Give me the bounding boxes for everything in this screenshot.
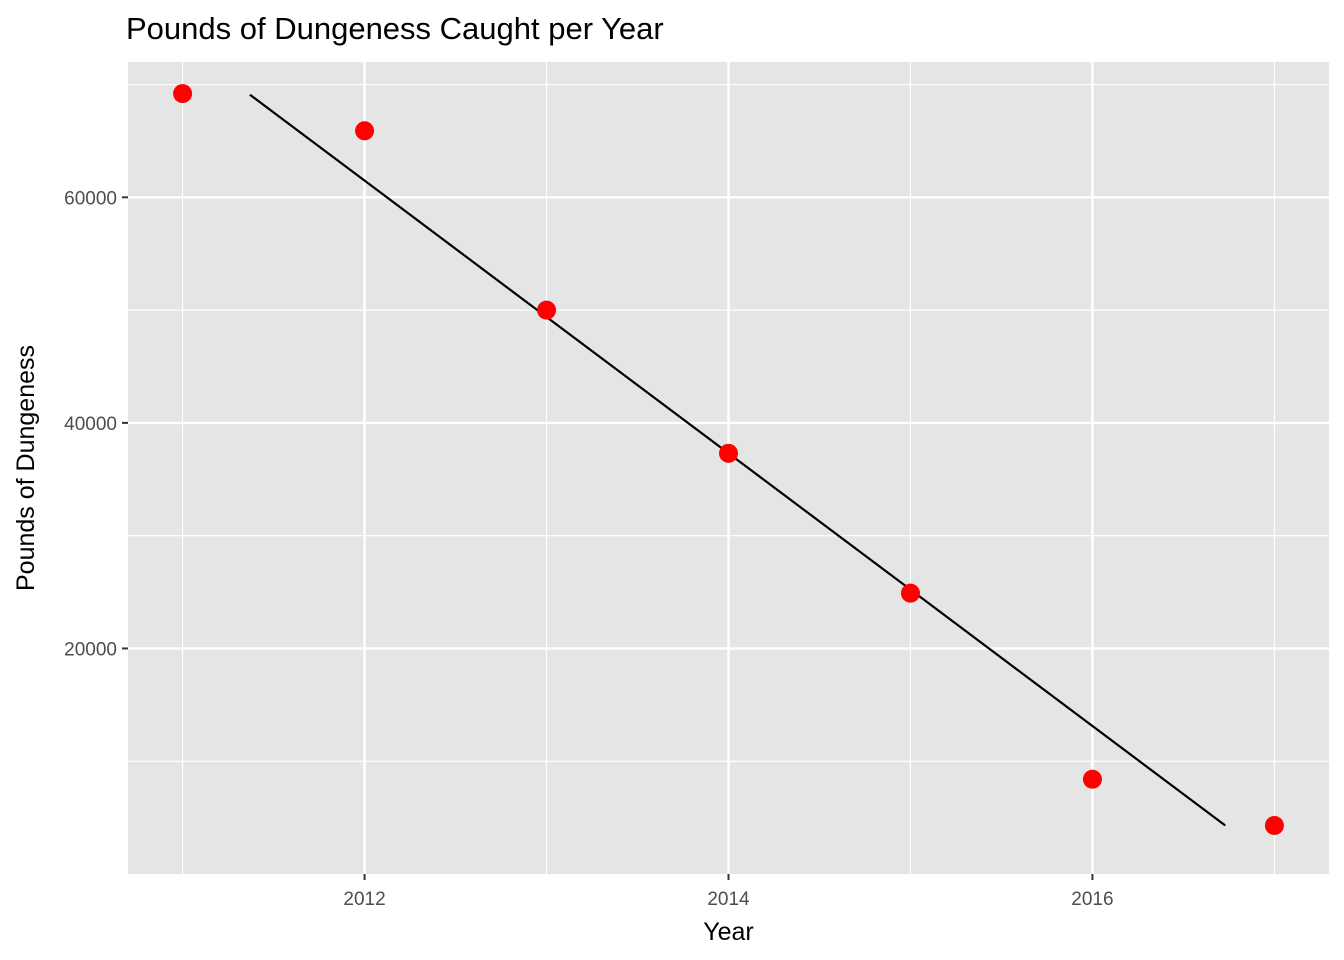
data-point <box>719 443 738 463</box>
y-tick-label: 20000 <box>64 639 117 660</box>
trend-line <box>249 93 1226 827</box>
x-tick-label: 2016 <box>1071 889 1113 910</box>
x-tick-label: 2014 <box>707 889 750 910</box>
y-axis-title: Pounds of Dungeness <box>12 345 40 591</box>
data-point <box>1264 816 1284 836</box>
data-point <box>173 84 193 104</box>
data-point <box>900 583 920 603</box>
y-axis: 20000 40000 60000 <box>64 188 128 660</box>
chart-title: Pounds of Dungeness Caught per Year <box>126 11 664 46</box>
x-axis: 2012 2014 2016 <box>343 874 1114 910</box>
series-layer <box>173 84 1284 836</box>
y-tick-label: 40000 <box>64 414 117 435</box>
data-point <box>537 300 557 320</box>
major-gridlines <box>128 62 1329 874</box>
y-tick-label: 60000 <box>64 188 117 209</box>
x-tick-label: 2012 <box>343 889 385 910</box>
data-point <box>355 121 375 141</box>
data-point <box>1082 769 1102 789</box>
x-axis-title: Year <box>703 918 754 946</box>
